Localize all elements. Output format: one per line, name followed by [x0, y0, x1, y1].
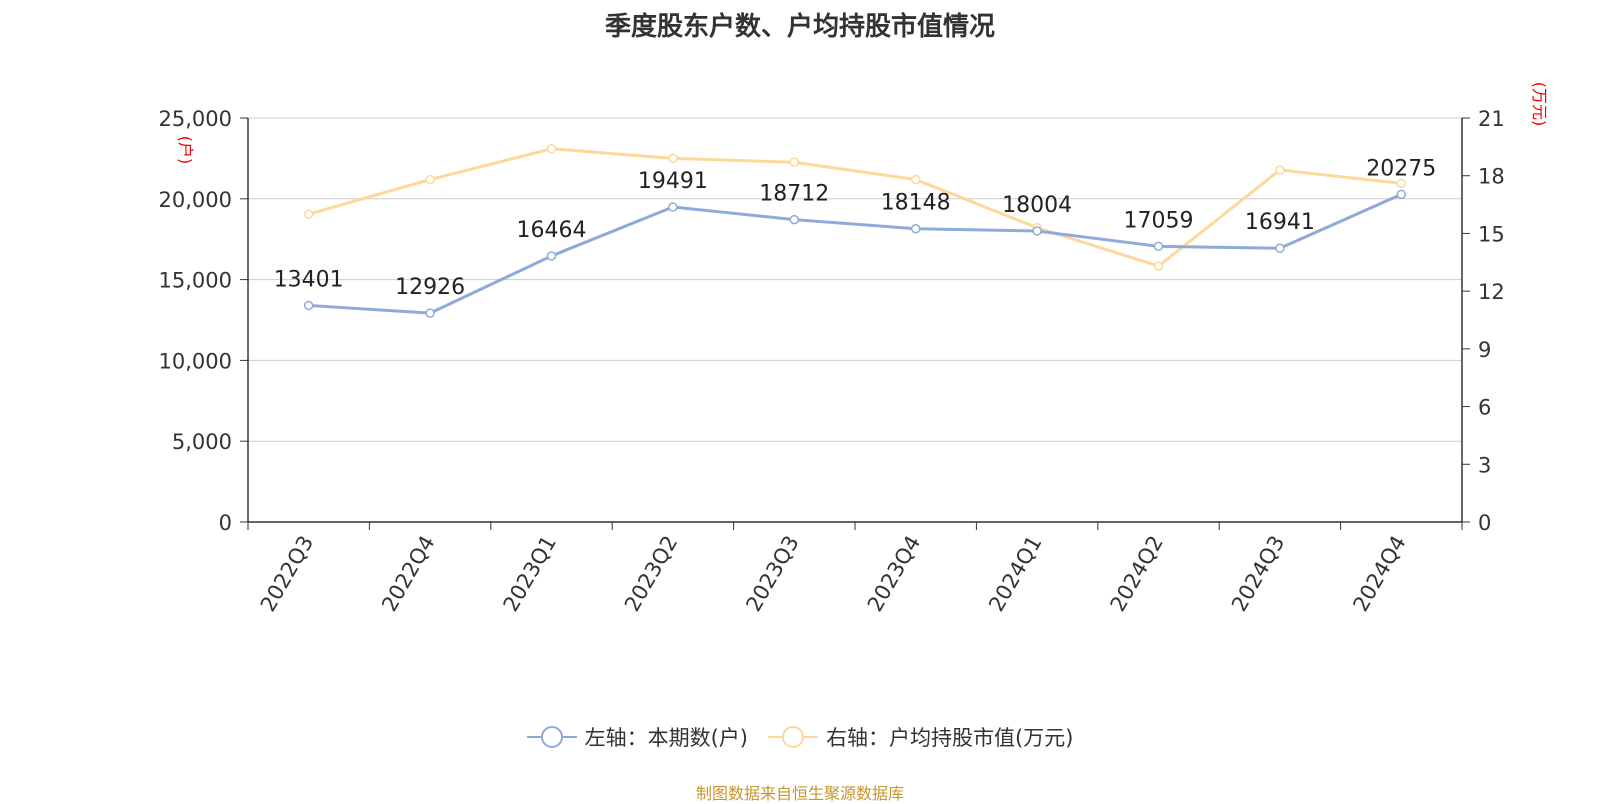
y-right-tick-label: 21 — [1478, 107, 1505, 131]
data-point — [1396, 189, 1407, 200]
data-point — [425, 174, 435, 185]
legend-label-left-series: 左轴：本期数(户) — [584, 726, 748, 750]
y-right-tick-label: 0 — [1478, 511, 1491, 535]
y-right-tick-label: 18 — [1478, 165, 1505, 189]
source-note: 制图数据来自恒生聚源数据库 — [695, 784, 904, 803]
data-point — [1275, 165, 1285, 175]
y-right-tick-label: 9 — [1478, 338, 1491, 362]
data-label: 17059 — [1124, 208, 1194, 233]
data-point — [668, 202, 678, 212]
data-point — [1032, 226, 1042, 236]
data-label: 20275 — [1366, 156, 1436, 181]
data-point — [789, 157, 800, 167]
data-point — [1153, 241, 1164, 252]
series-line — [308, 147, 1402, 268]
data-label: 18004 — [1002, 193, 1072, 218]
data-point — [668, 153, 678, 164]
data-label: 19491 — [638, 169, 708, 194]
y-left-tick-label: 0 — [219, 511, 232, 535]
x-tick-label: 2023Q4 — [863, 532, 925, 616]
legend-item-right-series[interactable]: 右轴：户均持股市值(万元) — [768, 722, 1073, 752]
x-tick-label: 2024Q1 — [984, 532, 1046, 616]
data-label: 12926 — [395, 275, 465, 300]
x-tick-label: 2023Q3 — [741, 532, 803, 616]
y-right-tick-label: 6 — [1478, 396, 1491, 420]
series-line — [308, 192, 1402, 315]
data-point — [910, 223, 921, 234]
y-left-tick-label: 20,000 — [159, 188, 232, 212]
data-point — [1275, 243, 1285, 253]
y-left-tick-label: 10,000 — [159, 349, 232, 373]
legend-line-circle-icon — [526, 726, 577, 748]
legend-line-circle-icon — [768, 726, 818, 748]
data-point — [546, 251, 557, 261]
chart-title: 季度股东户数、户均持股市值情况 — [604, 12, 995, 42]
legend: 左轴：本期数(户) 右轴：户均持股市值(万元) — [0, 722, 1600, 752]
x-tick-label: 2024Q2 — [1106, 532, 1168, 616]
data-point — [546, 144, 557, 154]
data-point — [303, 209, 314, 219]
data-point — [910, 174, 921, 185]
legend-item-left-series[interactable]: 左轴：本期数(户) — [526, 722, 748, 752]
y-left-tick-label: 5,000 — [172, 430, 232, 454]
legend-label-right-series: 右轴：户均持股市值(万元) — [826, 726, 1074, 750]
y-right-unit-label: (万元) — [1530, 82, 1549, 127]
data-point — [1153, 261, 1164, 271]
x-tick-label: 2023Q2 — [620, 532, 682, 616]
x-tick-label: 2024Q4 — [1348, 532, 1410, 616]
data-label: 18148 — [881, 191, 951, 216]
y-left-tick-label: 25,000 — [159, 107, 232, 131]
x-tick-label: 2023Q1 — [499, 532, 561, 616]
y-right-tick-label: 3 — [1478, 453, 1491, 477]
y-left-unit-label: (户) — [176, 136, 195, 165]
x-tick-label: 2024Q3 — [1227, 532, 1289, 616]
data-label: 16941 — [1245, 210, 1315, 235]
data-point — [425, 308, 435, 318]
y-right-tick-label: 15 — [1478, 222, 1505, 246]
data-label: 18712 — [759, 182, 829, 207]
y-right-tick-label: 12 — [1478, 280, 1505, 304]
data-point — [1396, 178, 1407, 189]
data-label: 13401 — [274, 267, 344, 292]
data-label: 16464 — [517, 218, 587, 243]
data-point — [303, 300, 314, 311]
x-tick-label: 2022Q4 — [377, 532, 439, 616]
data-point — [789, 214, 800, 225]
y-left-tick-label: 15,000 — [159, 269, 232, 293]
x-tick-label: 2022Q3 — [256, 532, 318, 616]
